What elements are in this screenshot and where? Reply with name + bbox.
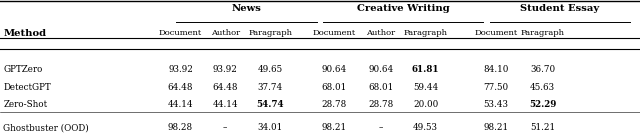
Text: Author: Author [211,29,240,37]
Text: 28.78: 28.78 [368,100,394,109]
Text: 90.64: 90.64 [321,65,347,74]
Text: 64.48: 64.48 [212,83,238,92]
Text: Creative Writing: Creative Writing [357,4,449,13]
Text: 51.21: 51.21 [530,123,556,132]
Text: 53.43: 53.43 [483,100,509,109]
Text: 36.70: 36.70 [530,65,556,74]
Text: 68.01: 68.01 [368,83,394,92]
Text: –: – [223,123,227,132]
Text: 34.01: 34.01 [257,123,283,132]
Text: 52.29: 52.29 [529,100,556,109]
Text: 93.92: 93.92 [213,65,237,74]
Text: Paragraph: Paragraph [404,29,447,37]
Text: News: News [232,4,261,13]
Text: Document: Document [474,29,518,37]
Text: 44.14: 44.14 [212,100,238,109]
Text: 98.21: 98.21 [483,123,509,132]
Text: Document: Document [312,29,356,37]
Text: 61.81: 61.81 [412,65,439,74]
Text: 37.74: 37.74 [257,83,283,92]
Text: Method: Method [3,29,46,38]
Text: 98.28: 98.28 [168,123,193,132]
Text: 77.50: 77.50 [483,83,509,92]
Text: 84.10: 84.10 [483,65,509,74]
Text: Ghostbuster (OOD): Ghostbuster (OOD) [3,123,89,132]
Text: 64.48: 64.48 [168,83,193,92]
Text: Author: Author [366,29,396,37]
Text: 68.01: 68.01 [321,83,347,92]
Text: –: – [379,123,383,132]
Text: 45.63: 45.63 [530,83,556,92]
Text: GPTZero: GPTZero [3,65,43,74]
Text: 59.44: 59.44 [413,83,438,92]
Text: Zero-Shot: Zero-Shot [3,100,47,109]
Text: 93.92: 93.92 [168,65,193,74]
Text: DetectGPT: DetectGPT [3,83,51,92]
Text: Student Essay: Student Essay [520,4,600,13]
Text: 90.64: 90.64 [368,65,394,74]
Text: Paragraph: Paragraph [248,29,292,37]
Text: 28.78: 28.78 [321,100,347,109]
Text: 20.00: 20.00 [413,100,438,109]
Text: Paragraph: Paragraph [521,29,564,37]
Text: 44.14: 44.14 [168,100,193,109]
Text: 49.53: 49.53 [413,123,438,132]
Text: 54.74: 54.74 [256,100,284,109]
Text: 49.65: 49.65 [257,65,283,74]
Text: 98.21: 98.21 [321,123,347,132]
Text: Document: Document [159,29,202,37]
